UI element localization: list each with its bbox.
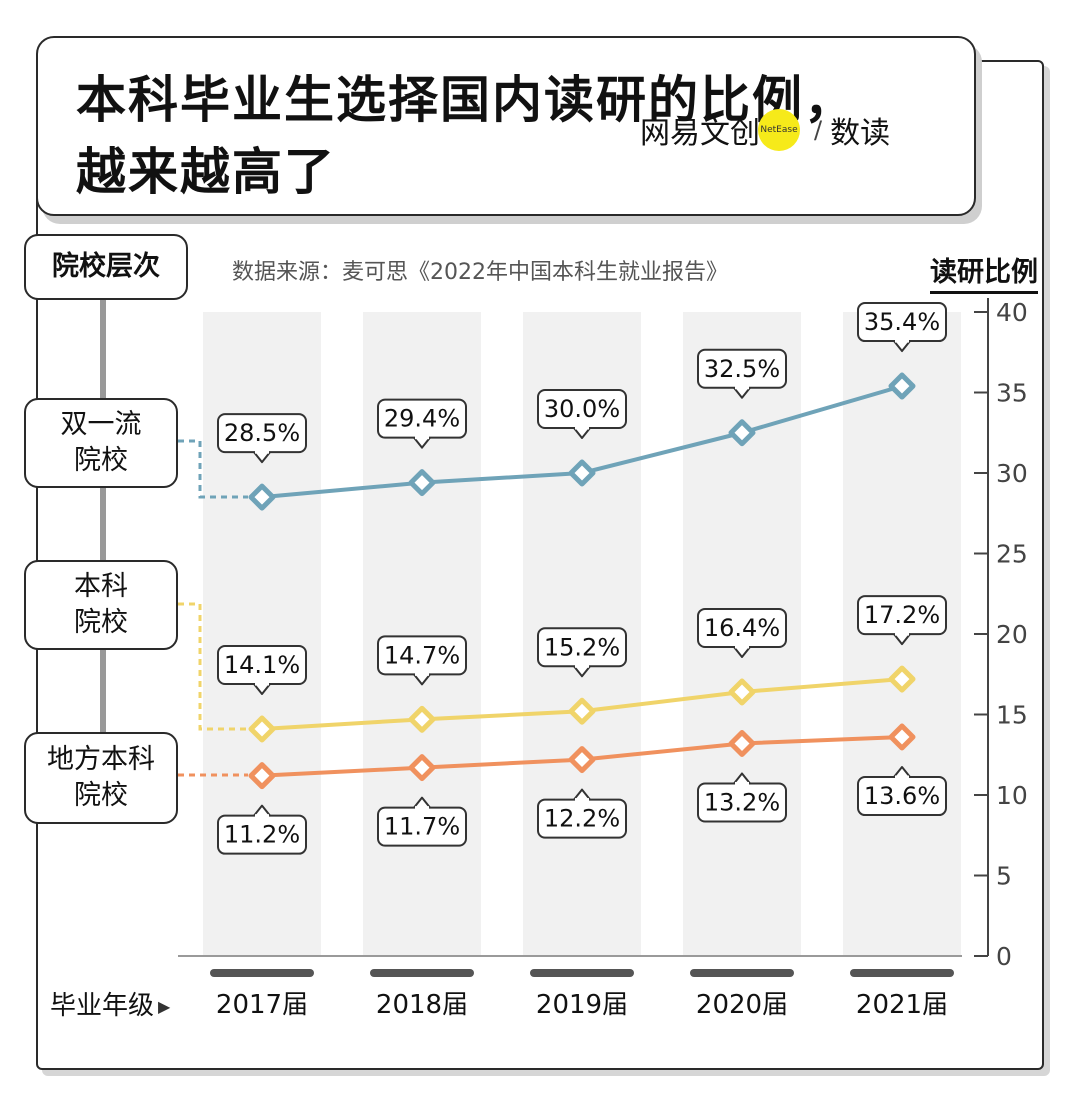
y-tick-label: 25 bbox=[996, 540, 1028, 569]
legend-tier-undergraduate: 本科 院校 bbox=[24, 560, 178, 650]
y-tick-label: 15 bbox=[996, 701, 1028, 730]
data-label-pointer bbox=[253, 451, 271, 464]
x-tick-label: 2020届 bbox=[696, 990, 788, 1020]
y-tick-label: 5 bbox=[996, 862, 1012, 891]
data-point bbox=[888, 723, 916, 751]
data-point bbox=[248, 483, 276, 511]
data-label: 14.1% bbox=[224, 651, 300, 679]
data-label-pointer bbox=[253, 804, 271, 817]
data-label-pointer bbox=[573, 427, 591, 439]
data-point bbox=[408, 469, 436, 497]
series-group: 11.2% 11.7% 12.2% 13.2% 13.6% bbox=[217, 723, 947, 855]
y-tick-label: 10 bbox=[996, 781, 1028, 810]
data-label: 28.5% bbox=[224, 419, 300, 447]
data-point bbox=[408, 705, 436, 733]
triangle-right-icon: ▶ bbox=[158, 997, 171, 1016]
legend-label-line: 院校 bbox=[74, 607, 128, 638]
data-label-pointer bbox=[413, 673, 431, 686]
x-tick-label: 2017届 bbox=[216, 990, 308, 1020]
data-label: 13.6% bbox=[864, 782, 940, 810]
legend-label-line: 院校 bbox=[74, 780, 128, 811]
legend-tier-double-first-class: 双一流 院校 bbox=[24, 398, 178, 488]
data-point bbox=[568, 459, 596, 487]
data-label: 16.4% bbox=[704, 614, 780, 642]
data-source: 数据来源：麦可思《2022年中国本科生就业报告》 bbox=[232, 260, 728, 285]
y-tick-label: 30 bbox=[996, 459, 1028, 488]
legend-label-line: 院校 bbox=[74, 445, 128, 476]
x-tick-label: 2019届 bbox=[536, 990, 628, 1020]
chart-title-line-1: 本科毕业生选择国内读研的比例， bbox=[76, 71, 856, 129]
x-tick-bar bbox=[210, 969, 314, 977]
data-label-pointer bbox=[253, 683, 271, 695]
legend-label-line: 地方本科 bbox=[47, 743, 155, 775]
x-tick-label: 2018届 bbox=[376, 990, 468, 1020]
x-tick-bar bbox=[530, 969, 634, 977]
data-label-pointer bbox=[733, 646, 751, 658]
data-label-pointer bbox=[893, 340, 911, 353]
data-label: 11.2% bbox=[224, 821, 300, 849]
series-group: 14.1% 14.7% 15.2% 16.4% 17.2% bbox=[217, 595, 947, 743]
data-label: 32.5% bbox=[704, 355, 780, 383]
data-point bbox=[728, 678, 756, 706]
brand-name: 网易文创 bbox=[640, 116, 760, 151]
data-point bbox=[248, 715, 276, 743]
data-label-pointer bbox=[413, 796, 431, 809]
x-tick-bar bbox=[850, 969, 954, 977]
x-tick-bar bbox=[690, 969, 794, 977]
data-point bbox=[568, 697, 596, 725]
y-tick-label: 20 bbox=[996, 620, 1028, 649]
data-point bbox=[888, 372, 916, 400]
data-label: 30.0% bbox=[544, 395, 620, 423]
data-point bbox=[728, 419, 756, 447]
data-label: 14.7% bbox=[384, 641, 460, 669]
data-label: 29.4% bbox=[384, 405, 460, 433]
x-tick-bar bbox=[370, 969, 474, 977]
category-band bbox=[203, 312, 321, 956]
brand-sub: 数读 bbox=[830, 116, 891, 151]
brand-badge: NetEase bbox=[758, 109, 800, 151]
data-label: 11.7% bbox=[384, 813, 460, 841]
data-label-pointer bbox=[893, 633, 911, 646]
title-box: 本科毕业生选择国内读研的比例， 越来越高了 bbox=[36, 36, 976, 216]
chart-title-line-2: 越来越高了 bbox=[76, 143, 336, 201]
brand-slash-icon: / bbox=[814, 116, 823, 144]
data-point bbox=[568, 746, 596, 774]
data-label-pointer bbox=[573, 788, 591, 801]
tier-header: 院校层次 bbox=[24, 234, 188, 300]
y-tick-label: 35 bbox=[996, 379, 1028, 408]
legend-connector bbox=[178, 602, 248, 731]
data-label: 12.2% bbox=[544, 805, 620, 833]
legend-label-line: 本科 bbox=[74, 570, 128, 602]
data-label-pointer bbox=[573, 665, 591, 678]
y-tick-label: 0 bbox=[996, 942, 1012, 971]
data-point bbox=[728, 729, 756, 757]
data-point bbox=[248, 762, 276, 790]
x-axis-title-text: 毕业年级 bbox=[50, 991, 155, 1021]
legend-label-line: 双一流 bbox=[60, 408, 142, 440]
y-axis-title: 读研比例 bbox=[930, 250, 1038, 294]
data-point bbox=[888, 665, 916, 693]
brand-logo: 网易文创 NetEase / 数读 bbox=[640, 108, 890, 152]
data-label-pointer bbox=[733, 772, 751, 785]
data-label: 17.2% bbox=[864, 601, 940, 629]
series-group: 28.5% 29.4% 30.0% 32.5% 35.4% bbox=[217, 302, 947, 511]
data-label-pointer bbox=[733, 387, 751, 399]
data-point bbox=[408, 754, 436, 782]
data-label: 35.4% bbox=[864, 308, 940, 336]
data-label-pointer bbox=[413, 437, 431, 449]
data-label: 15.2% bbox=[544, 633, 620, 661]
x-tick-label: 2021届 bbox=[856, 990, 948, 1020]
y-tick-label: 40 bbox=[996, 298, 1028, 327]
x-axis-title: 毕业年级 ▶ bbox=[50, 985, 170, 1022]
legend-tier-local-undergraduate: 地方本科 院校 bbox=[24, 732, 178, 824]
legend-connector bbox=[178, 439, 248, 499]
data-label-pointer bbox=[893, 766, 911, 778]
data-label: 13.2% bbox=[704, 788, 780, 816]
